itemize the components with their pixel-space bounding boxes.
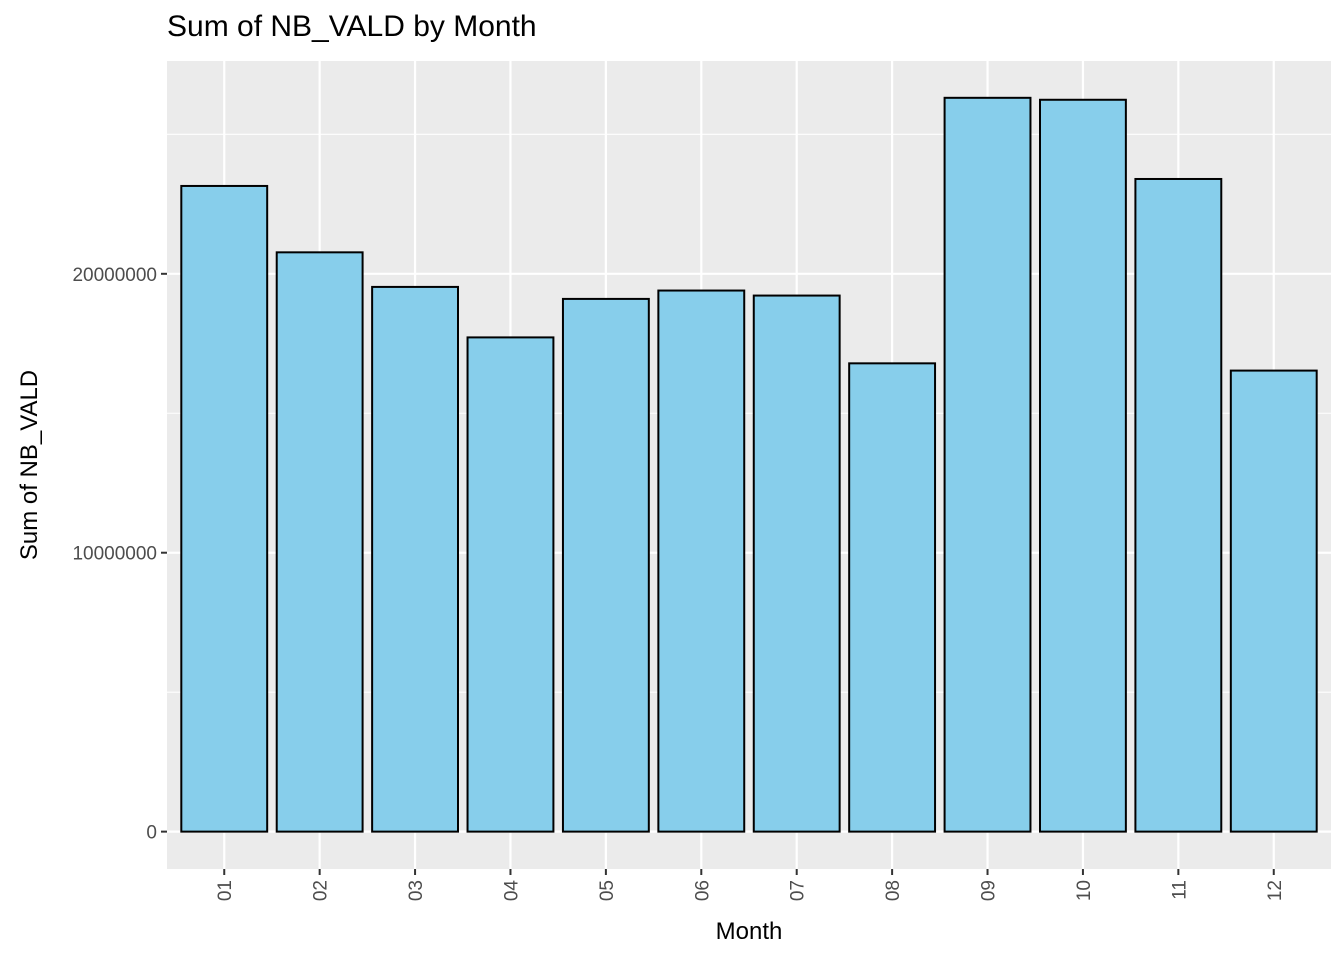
bar-06 [657, 289, 746, 833]
y-tick-label: 0 [146, 823, 157, 844]
bar-08 [848, 362, 937, 833]
x-tick-label: 11 [1169, 880, 1190, 900]
x-tick-label: 09 [979, 880, 1000, 901]
x-tick-label: 02 [311, 880, 332, 901]
y-tick-label: 20000000 [72, 265, 157, 286]
y-axis-title: Sum of NB_VALD [16, 370, 43, 560]
x-tick-label: 07 [788, 880, 809, 901]
bar-03 [371, 285, 459, 833]
bar-11 [1134, 177, 1223, 833]
x-tick-label: 05 [597, 880, 618, 901]
bar-09 [943, 96, 1032, 833]
bars [180, 96, 1318, 833]
x-tick-label: 06 [692, 880, 713, 901]
x-tick-label: 08 [883, 880, 904, 901]
x-axis: 01 02 03 04 05 06 07 08 09 10 11 12 [215, 869, 1286, 901]
bar-01 [180, 184, 269, 833]
x-tick-label: 10 [1074, 880, 1095, 901]
bar-04 [466, 336, 555, 833]
x-tick-label: 12 [1265, 880, 1286, 901]
chart-title: Sum of NB_VALD by Month [167, 10, 537, 43]
bar-05 [561, 297, 650, 833]
x-axis-title: Month [716, 918, 783, 945]
x-tick-label: 01 [215, 880, 236, 901]
x-tick-label: 03 [406, 880, 427, 901]
bar-10 [1039, 98, 1127, 833]
bar-12 [1229, 369, 1318, 833]
bar-07 [752, 294, 841, 833]
bar-02 [275, 251, 364, 833]
y-tick-label: 10000000 [72, 544, 157, 565]
y-axis: 0 10000000 20000000 [72, 265, 167, 844]
x-tick-label: 04 [501, 880, 522, 902]
